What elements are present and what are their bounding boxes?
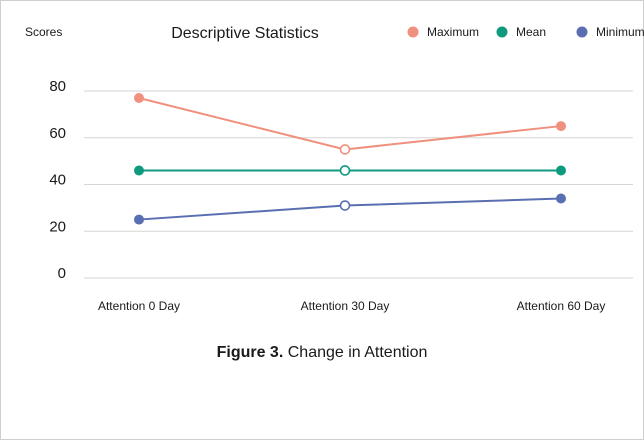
y-tick-label: 40 [49, 172, 66, 189]
legend-label-minimum: Minimum [596, 25, 644, 39]
x-axis-ticks: Attention 0 Day Attention 30 Day Attention… [98, 299, 605, 313]
gridlines [84, 90, 633, 279]
data-point-minimum [339, 200, 351, 211]
figure-caption-label: Figure 3. [216, 344, 284, 361]
data-point-mean [339, 165, 351, 176]
x-tick-label: Attention 60 Day [517, 299, 606, 313]
x-tick-label: Attention 0 Day [98, 299, 180, 313]
series-line-minimum [138, 197, 562, 221]
legend-marker-maximum [407, 26, 419, 38]
data-point-mean [556, 165, 566, 176]
chart-title: Descriptive Statistics [171, 25, 319, 42]
series-line-maximum [138, 97, 562, 151]
legend-marker-mean [496, 26, 508, 38]
series [134, 93, 566, 225]
y-tick-label: 60 [49, 125, 66, 142]
data-point-minimum [556, 193, 566, 204]
data-point-maximum [339, 144, 351, 155]
data-point-maximum [556, 121, 566, 132]
data-point-mean [134, 165, 144, 176]
y-axis-ticks: 0 20 40 60 80 [49, 78, 66, 282]
data-point-minimum [134, 214, 144, 225]
y-tick-label: 20 [49, 218, 66, 235]
legend: Maximum Mean Minimum [407, 25, 644, 39]
y-tick-label: 0 [58, 265, 66, 282]
x-tick-label: Attention 30 Day [301, 299, 390, 313]
legend-marker-minimum [576, 26, 588, 38]
legend-label-maximum: Maximum [427, 25, 479, 39]
data-point-maximum [134, 93, 144, 104]
figure-caption: Figure 3. Change in Attention [0, 344, 644, 362]
y-tick-label: 80 [49, 78, 66, 95]
legend-label-mean: Mean [516, 25, 546, 39]
figure-caption-text: Change in Attention [287, 344, 428, 361]
y-axis-label: Scores [25, 25, 62, 39]
